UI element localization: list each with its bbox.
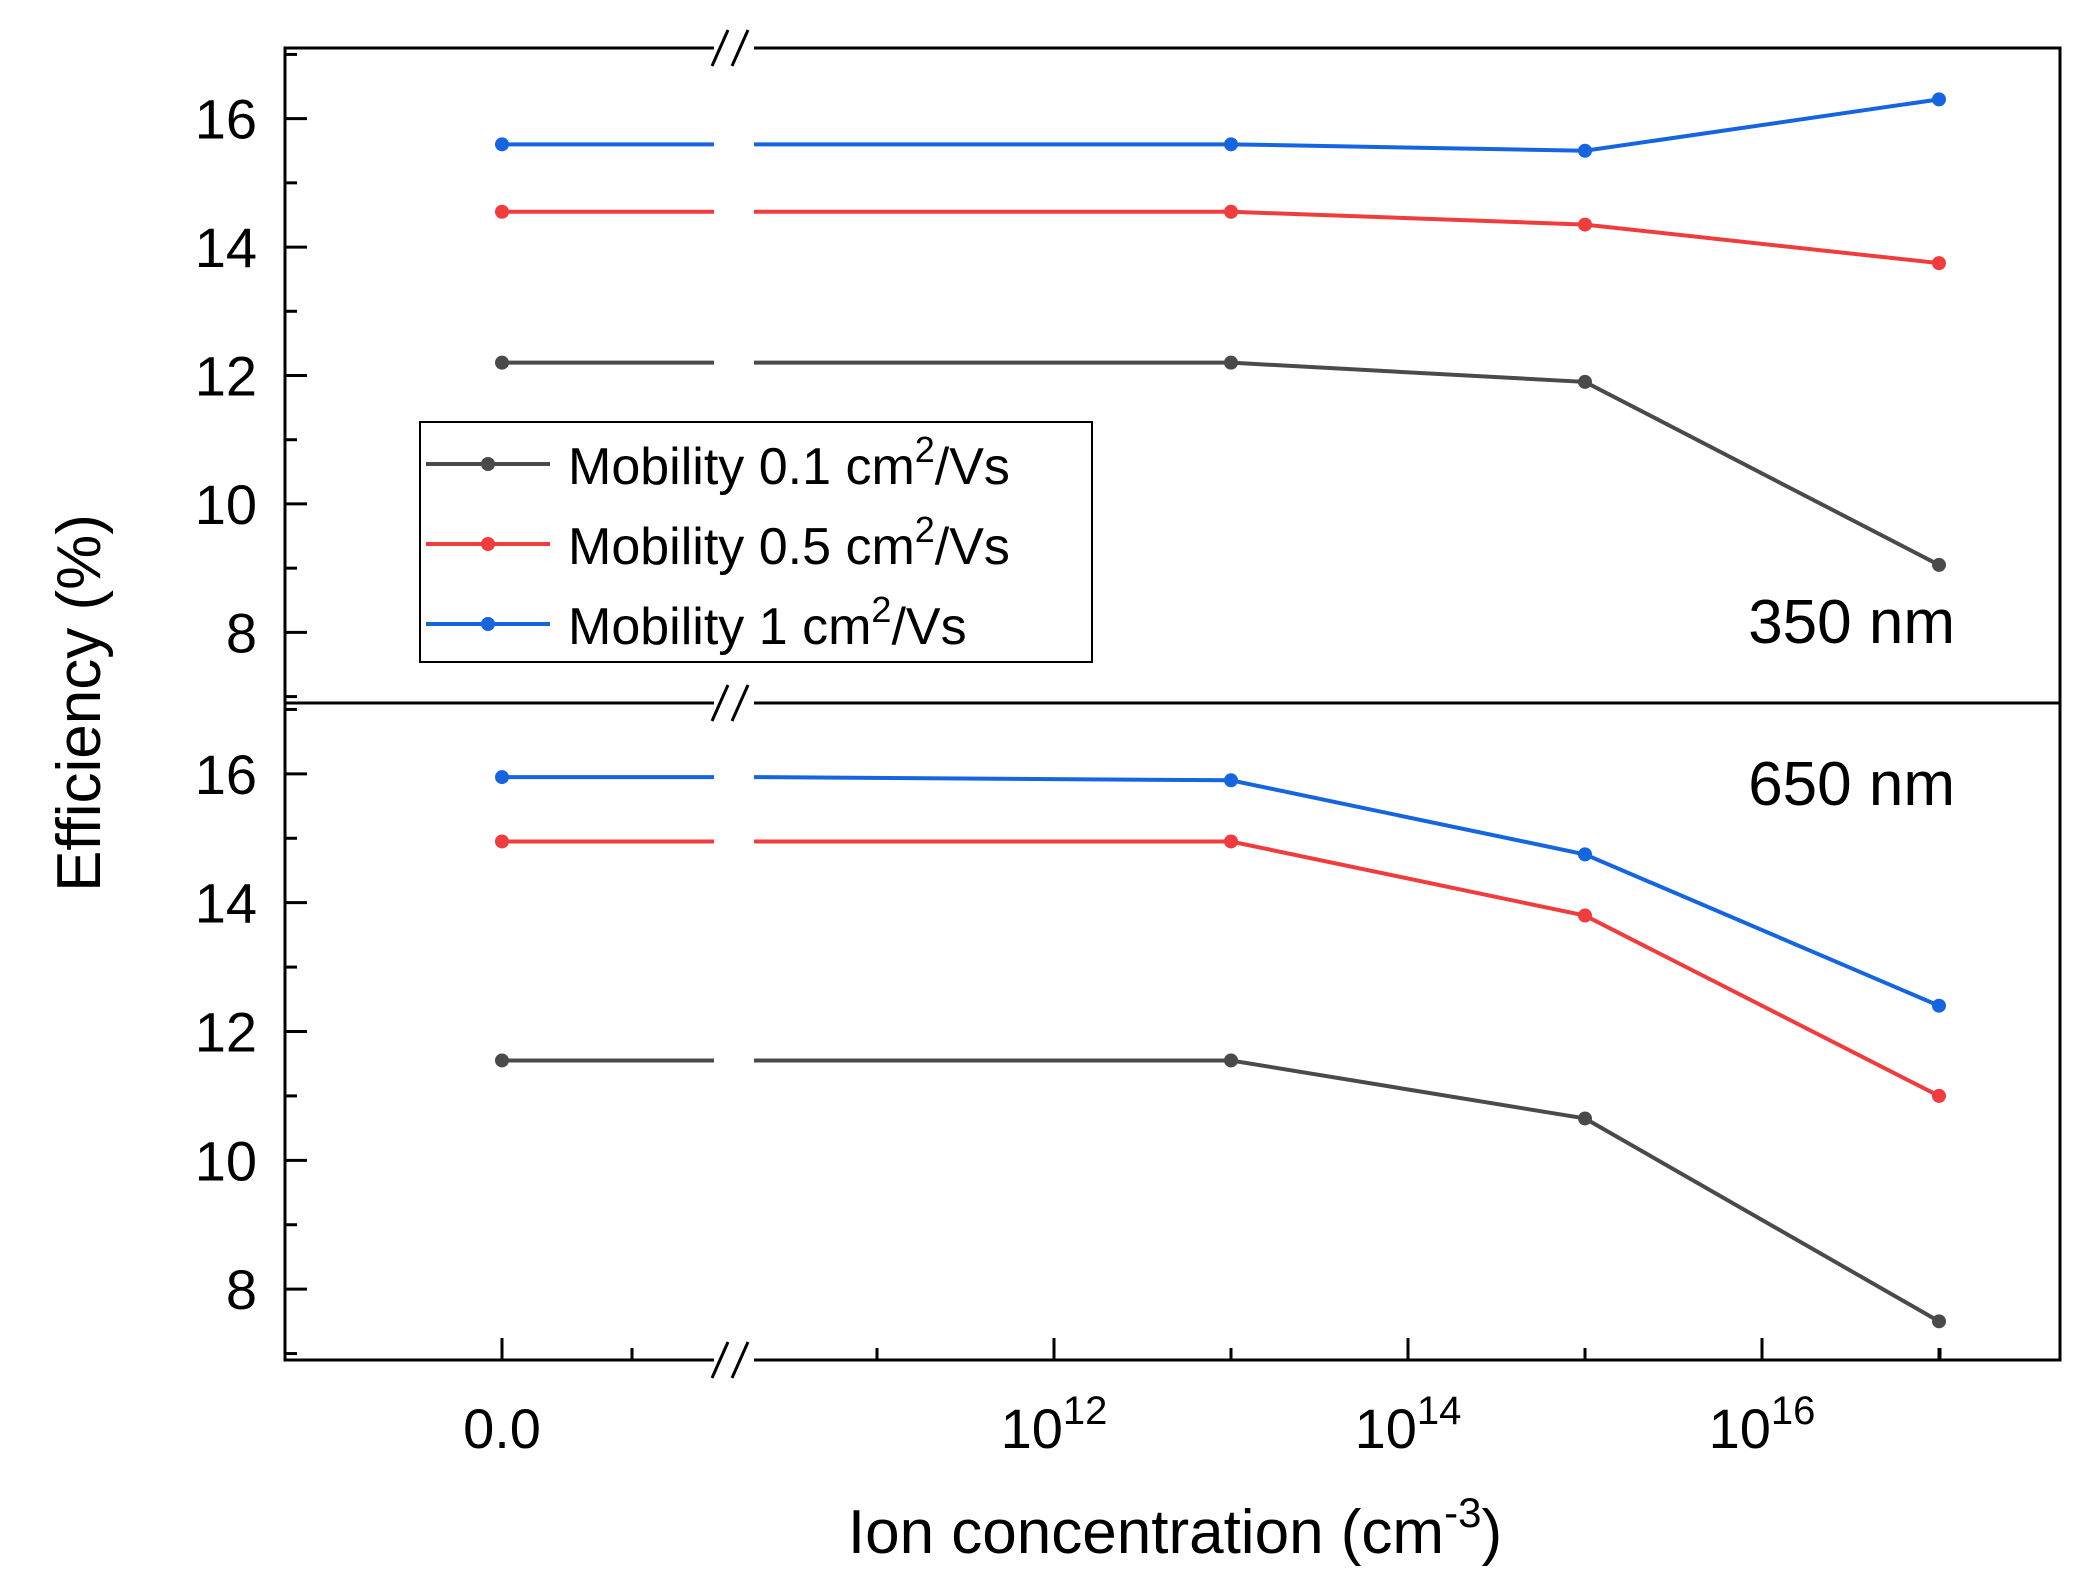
panel-label: 350 nm [1748, 588, 1955, 657]
data-point [495, 834, 509, 849]
x-tick-label: 1012 [1001, 1389, 1108, 1460]
data-point [1932, 256, 1946, 271]
series-line-1 [754, 360, 1940, 567]
legend-entry-label: Mobility 0.1 cm2/Vs [568, 429, 1010, 496]
series-line-3 [753, 775, 1940, 1008]
x-tick-label: 1014 [1355, 1389, 1462, 1460]
data-point [1224, 137, 1238, 152]
series-line-1 [754, 1058, 1940, 1324]
data-point [1578, 143, 1592, 158]
axis-break-mark [710, 1341, 730, 1379]
data-point [1932, 1314, 1946, 1329]
legend-swatch-marker [481, 537, 495, 551]
data-point [1224, 355, 1238, 370]
data-point [1578, 908, 1592, 923]
axis-break-mark [730, 1341, 750, 1379]
axis-break-gap [714, 45, 754, 51]
data-point [1578, 217, 1592, 232]
data-point [1932, 1088, 1946, 1103]
data-point [1224, 204, 1238, 219]
y-tick-label: 14 [195, 216, 257, 279]
x-tick-label: 0.0 [463, 1397, 541, 1460]
panel-label: 650 nm [1748, 750, 1955, 819]
y-tick-label: 8 [226, 601, 257, 664]
y-tick-label: 8 [226, 1258, 257, 1321]
data-point [495, 770, 509, 785]
legend-entry-label: Mobility 1 cm2/Vs [568, 589, 967, 656]
y-tick-label: 10 [195, 1129, 257, 1192]
series-line-3 [754, 97, 1940, 153]
data-point [495, 137, 509, 152]
data-point [1224, 834, 1238, 849]
data-point [1224, 773, 1238, 788]
axis-break-gap [714, 700, 754, 706]
data-point [1578, 374, 1592, 389]
legend-entry-label: Mobility 0.5 cm2/Vs [568, 509, 1010, 576]
legend-swatch-marker [481, 617, 495, 631]
axis-break-mark [730, 29, 750, 67]
series-line-2 [754, 209, 1940, 266]
axis-break-mark [710, 684, 730, 722]
y-tick-label: 10 [195, 473, 257, 536]
axis-break-mark [730, 684, 750, 722]
y-tick-label: 14 [195, 872, 257, 935]
y-tick-label: 12 [195, 1001, 257, 1064]
data-point [1578, 1111, 1592, 1126]
x-axis-title: Ion concentration (cm-3) [848, 1489, 1502, 1567]
data-point [495, 204, 509, 219]
legend-swatch-marker [481, 457, 495, 471]
axis-break-gap [714, 1357, 754, 1363]
x-tick-label: 1016 [1709, 1389, 1816, 1460]
data-point [1932, 998, 1946, 1013]
data-point [495, 1053, 509, 1068]
y-tick-label: 16 [195, 743, 257, 806]
y-axis-title: Efficiency (%) [45, 514, 114, 892]
data-point [1224, 1053, 1238, 1068]
y-tick-label: 16 [195, 88, 257, 151]
series-line-2 [754, 839, 1940, 1098]
data-point [1932, 92, 1946, 107]
data-point [1932, 557, 1946, 572]
y-tick-label: 12 [195, 345, 257, 408]
data-point [1578, 847, 1592, 862]
axis-break-mark [710, 29, 730, 67]
data-point [495, 355, 509, 370]
